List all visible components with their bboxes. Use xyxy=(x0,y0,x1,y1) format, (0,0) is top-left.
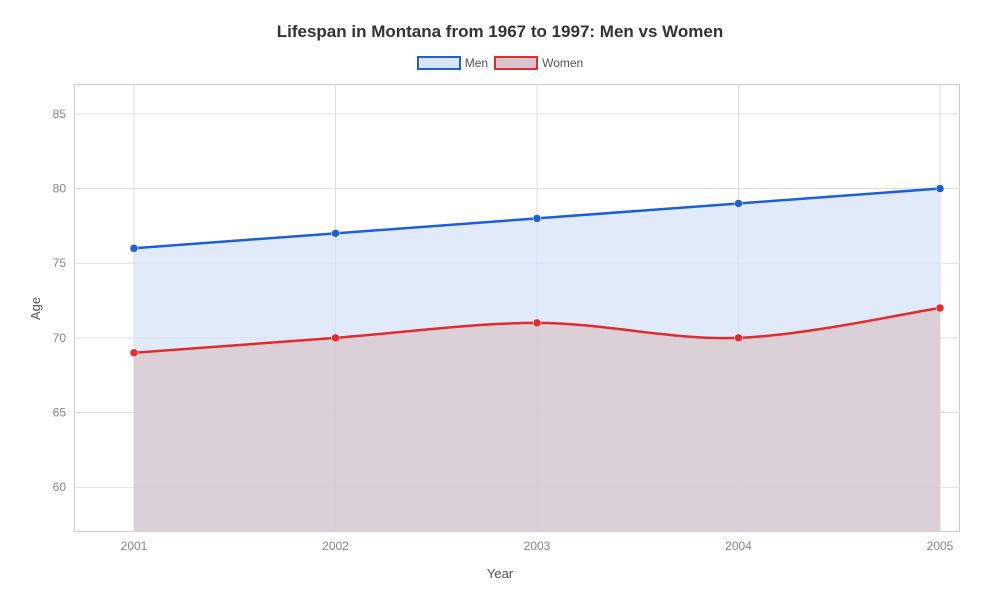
svg-text:70: 70 xyxy=(53,331,67,345)
svg-text:2005: 2005 xyxy=(927,539,954,553)
legend: Men Women xyxy=(0,56,1000,70)
svg-text:2001: 2001 xyxy=(121,539,148,553)
svg-text:2003: 2003 xyxy=(524,539,551,553)
svg-text:80: 80 xyxy=(53,182,67,196)
chart-title: Lifespan in Montana from 1967 to 1997: M… xyxy=(0,22,1000,42)
svg-text:60: 60 xyxy=(53,480,67,494)
legend-swatch-women xyxy=(494,56,538,70)
legend-swatch-men xyxy=(417,56,461,70)
chart-svg: 60657075808520012002200320042005 xyxy=(74,84,960,532)
legend-item-men: Men xyxy=(417,56,488,70)
svg-text:2004: 2004 xyxy=(725,539,752,553)
y-axis-label: Age xyxy=(28,297,43,320)
svg-text:65: 65 xyxy=(53,406,67,420)
svg-text:85: 85 xyxy=(53,107,67,121)
legend-label-men: Men xyxy=(465,56,488,70)
plot-area: 60657075808520012002200320042005 xyxy=(74,84,960,532)
legend-label-women: Women xyxy=(542,56,583,70)
x-axis-label: Year xyxy=(0,566,1000,581)
chart-container: Lifespan in Montana from 1967 to 1997: M… xyxy=(0,0,1000,600)
legend-item-women: Women xyxy=(494,56,583,70)
svg-text:75: 75 xyxy=(53,256,67,270)
svg-text:2002: 2002 xyxy=(322,539,349,553)
